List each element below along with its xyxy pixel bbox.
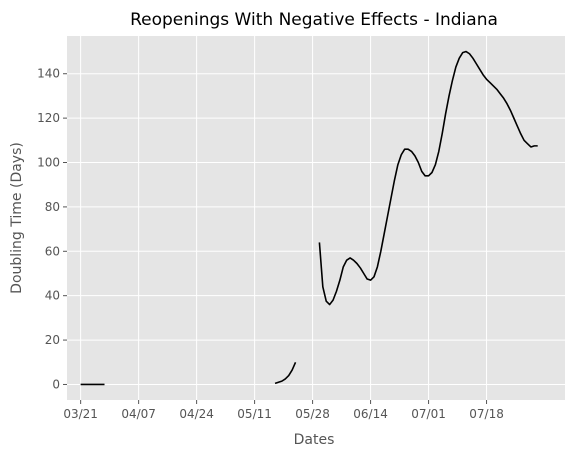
x-tick-label: 04/07 xyxy=(121,407,156,421)
series-segment xyxy=(318,50,538,306)
y-tick-label: 80 xyxy=(45,200,60,214)
series-line xyxy=(80,50,538,386)
x-tick-label: 04/24 xyxy=(179,407,214,421)
y-tick-label: 60 xyxy=(45,244,60,258)
y-tick-label: 140 xyxy=(37,67,60,81)
series-segment xyxy=(274,361,297,385)
x-tick-label: 07/18 xyxy=(469,407,504,421)
y-tick-label: 40 xyxy=(45,289,60,303)
y-tick-label: 120 xyxy=(37,111,60,125)
x-tick-label: 06/14 xyxy=(353,407,388,421)
plot-area xyxy=(67,36,565,400)
y-tick-label: 0 xyxy=(52,377,60,391)
grid xyxy=(67,36,565,400)
y-tick-label: 20 xyxy=(45,333,60,347)
y-tick-label: 100 xyxy=(37,156,60,170)
x-tick-label: 05/28 xyxy=(295,407,330,421)
x-tick-label: 03/21 xyxy=(63,407,98,421)
x-axis-label: Dates xyxy=(294,432,335,448)
x-tick-label: 05/11 xyxy=(237,407,272,421)
y-axis-label: Doubling Time (Days) xyxy=(9,142,25,294)
x-tick-label: 07/01 xyxy=(411,407,446,421)
chart-title: Reopenings With Negative Effects - India… xyxy=(130,10,498,30)
axis-ticks: 0 20 40 60 80 100 120 140 03/21 04/07 04/24 05/11 05… xyxy=(37,67,504,421)
